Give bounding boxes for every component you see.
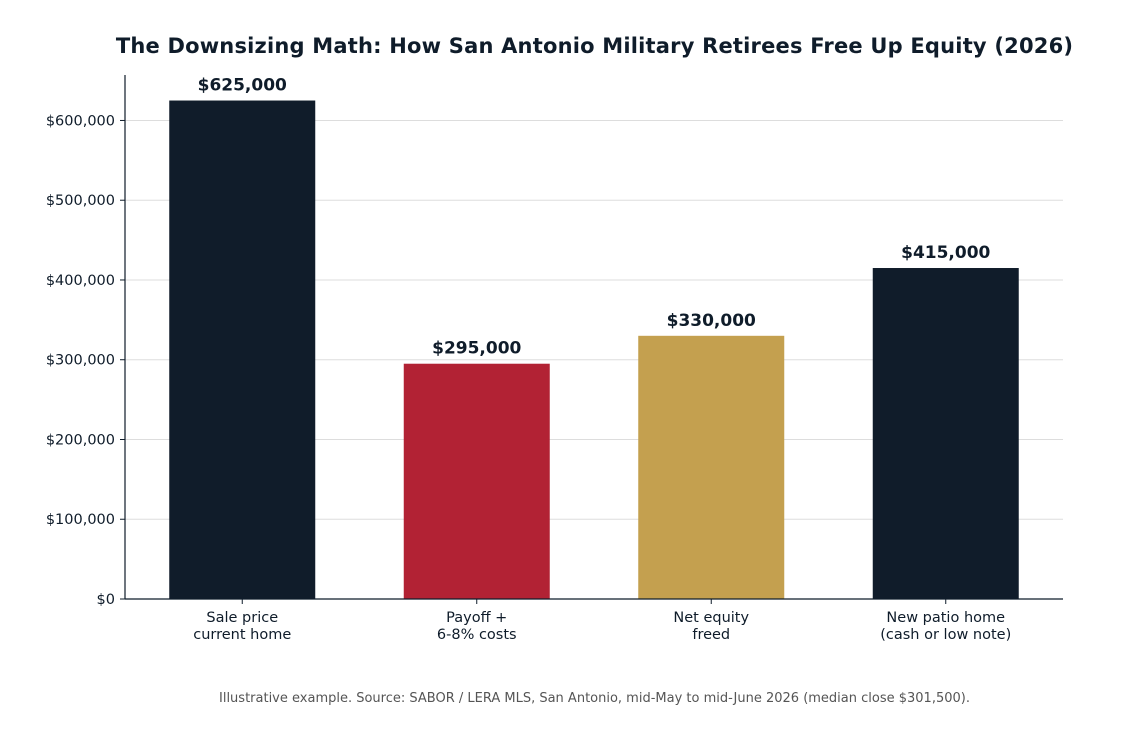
y-tick-label: $100,000 <box>46 512 115 528</box>
chart-title: The Downsizing Math: How San Antonio Mil… <box>115 34 1074 58</box>
x-tick-label: Net equity <box>673 610 749 626</box>
y-tick-label: $200,000 <box>46 432 115 448</box>
bar <box>872 268 1019 599</box>
data-label: $625,000 <box>198 76 287 96</box>
source-note: Illustrative example. Source: SABOR / LE… <box>219 691 970 706</box>
x-tick-label: current home <box>193 627 291 643</box>
x-tick-label: 6-8% costs <box>437 627 517 643</box>
y-tick-label: $600,000 <box>46 113 115 129</box>
y-tick-label: $400,000 <box>46 273 115 289</box>
y-tick-label: $0 <box>97 592 115 608</box>
bar <box>638 335 785 599</box>
data-label: $415,000 <box>901 243 990 263</box>
y-tick-label: $500,000 <box>46 193 115 209</box>
bar <box>169 100 316 600</box>
data-label: $295,000 <box>432 339 521 359</box>
x-tick-label: Payoff + <box>446 610 507 626</box>
data-label: $330,000 <box>667 311 756 331</box>
y-tick-label: $300,000 <box>46 353 115 369</box>
x-tick-label: Sale price <box>206 610 278 626</box>
bar <box>403 363 550 599</box>
x-tick-label: (cash or low note) <box>880 627 1011 643</box>
x-tick-label: freed <box>692 627 730 643</box>
x-tick-label: New patio home <box>886 610 1005 626</box>
